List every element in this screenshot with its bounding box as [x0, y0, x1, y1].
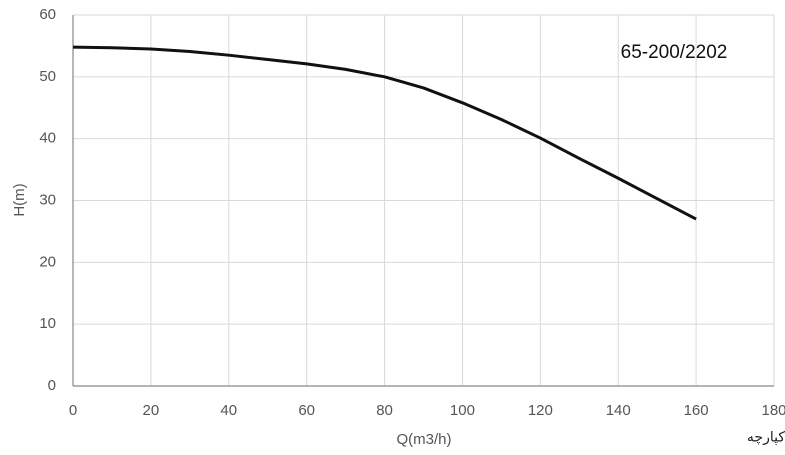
x-tick-label: 140: [606, 402, 631, 419]
watermark: کپارچه: [747, 429, 785, 446]
x-tick-label: 180: [761, 402, 785, 419]
x-axis-title: Q(m3/h): [396, 431, 451, 448]
x-tick-label: 0: [69, 402, 77, 419]
x-tick-label: 120: [528, 402, 553, 419]
x-tick-label: 40: [220, 402, 237, 419]
y-tick-label: 30: [39, 191, 56, 208]
y-tick-label: 40: [39, 130, 56, 147]
y-tick-label: 20: [39, 253, 56, 270]
y-axis-title: H(m): [11, 183, 28, 216]
x-tick-label: 160: [684, 402, 709, 419]
y-tick-label: 0: [48, 377, 56, 394]
data-line: [72, 45, 697, 221]
x-tick-label: 60: [298, 402, 315, 419]
y-tick-label: 10: [39, 315, 56, 332]
x-tick-label: 20: [143, 402, 160, 419]
x-tick-label: 100: [450, 402, 475, 419]
y-tick-label: 50: [39, 68, 56, 85]
y-tick-label: 60: [39, 6, 56, 23]
x-tick-label: 80: [376, 402, 393, 419]
annotation: 65-200/2202: [621, 42, 728, 63]
